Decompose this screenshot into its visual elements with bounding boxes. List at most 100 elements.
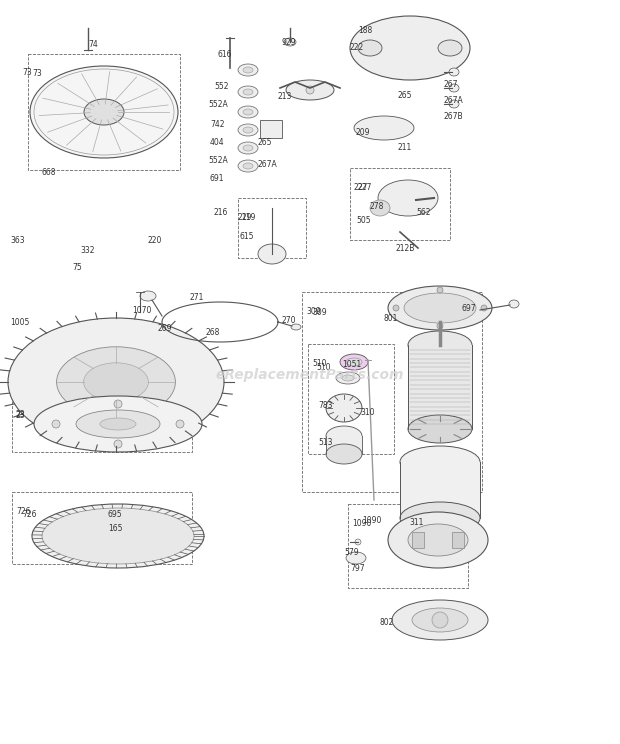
- Ellipse shape: [76, 410, 160, 438]
- Text: 278: 278: [370, 202, 384, 211]
- Ellipse shape: [449, 68, 459, 76]
- Text: 695: 695: [108, 510, 123, 519]
- Text: 802: 802: [380, 618, 394, 627]
- Bar: [12, 492, 192, 564]
- Circle shape: [355, 539, 361, 545]
- Text: 615: 615: [240, 232, 254, 241]
- Ellipse shape: [392, 600, 488, 640]
- Text: 309: 309: [306, 307, 321, 316]
- Ellipse shape: [412, 608, 468, 632]
- Ellipse shape: [449, 100, 459, 108]
- Ellipse shape: [34, 396, 202, 452]
- Bar: [28, 54, 180, 170]
- Text: 23: 23: [16, 411, 25, 420]
- Circle shape: [114, 400, 122, 408]
- Text: 691: 691: [210, 174, 224, 183]
- Text: 73: 73: [32, 69, 42, 78]
- Circle shape: [176, 420, 184, 428]
- Text: 267B: 267B: [443, 112, 463, 121]
- Ellipse shape: [388, 286, 492, 330]
- Bar: [400, 462, 480, 518]
- Ellipse shape: [238, 124, 258, 136]
- Bar: [308, 344, 394, 454]
- Circle shape: [52, 420, 60, 428]
- Text: 697: 697: [462, 304, 477, 313]
- Bar: [12, 396, 192, 452]
- Text: 188: 188: [358, 26, 372, 35]
- Text: 75: 75: [72, 263, 82, 272]
- Bar: [260, 120, 282, 138]
- Text: 271: 271: [190, 293, 205, 302]
- Text: 742: 742: [210, 120, 224, 129]
- Text: 404: 404: [210, 138, 224, 147]
- Ellipse shape: [408, 331, 472, 359]
- Ellipse shape: [342, 375, 354, 381]
- Text: 726: 726: [22, 510, 37, 519]
- Ellipse shape: [408, 524, 468, 556]
- Text: 311: 311: [409, 518, 423, 527]
- Ellipse shape: [84, 99, 124, 125]
- Text: 1090: 1090: [362, 516, 381, 525]
- Ellipse shape: [100, 418, 136, 430]
- Text: 310: 310: [360, 408, 374, 417]
- Text: 510: 510: [316, 363, 330, 372]
- Ellipse shape: [354, 116, 414, 140]
- Ellipse shape: [243, 145, 253, 151]
- Text: 1090: 1090: [352, 519, 371, 528]
- Ellipse shape: [238, 86, 258, 98]
- Text: 267: 267: [443, 80, 458, 89]
- Bar: [452, 532, 464, 548]
- Text: 579: 579: [344, 548, 358, 557]
- Ellipse shape: [326, 394, 362, 422]
- Text: 801: 801: [384, 314, 399, 323]
- Text: 219: 219: [238, 213, 252, 222]
- Text: 668: 668: [42, 168, 56, 177]
- Ellipse shape: [408, 415, 472, 443]
- Circle shape: [437, 287, 443, 293]
- Text: 265: 265: [258, 138, 273, 147]
- Ellipse shape: [438, 40, 462, 56]
- Text: 216: 216: [214, 208, 228, 217]
- Ellipse shape: [243, 67, 253, 73]
- Circle shape: [393, 305, 399, 311]
- Ellipse shape: [284, 38, 296, 46]
- Ellipse shape: [140, 291, 156, 301]
- Ellipse shape: [346, 552, 366, 564]
- Text: 265: 265: [398, 91, 412, 100]
- Text: 1070: 1070: [132, 306, 151, 315]
- Text: 212B: 212B: [396, 244, 415, 253]
- Text: 510: 510: [312, 359, 327, 368]
- Text: 929: 929: [282, 38, 296, 47]
- Circle shape: [306, 86, 314, 94]
- Bar: [348, 504, 468, 588]
- Ellipse shape: [326, 426, 362, 446]
- Ellipse shape: [340, 354, 368, 370]
- Text: 562: 562: [416, 208, 430, 217]
- Text: 74: 74: [88, 40, 98, 49]
- Text: 219: 219: [242, 213, 257, 222]
- Text: 270: 270: [282, 316, 296, 325]
- Bar: [412, 532, 424, 548]
- Bar: [238, 198, 306, 258]
- Bar: [408, 345, 472, 429]
- Circle shape: [432, 612, 448, 628]
- Ellipse shape: [84, 363, 148, 401]
- Bar: [350, 168, 450, 240]
- Text: 269: 269: [158, 324, 172, 333]
- Ellipse shape: [346, 358, 362, 366]
- Text: 616: 616: [218, 50, 232, 59]
- Text: 332: 332: [80, 246, 94, 255]
- Text: 227: 227: [354, 183, 368, 192]
- Text: 363: 363: [10, 236, 25, 245]
- Text: 783: 783: [318, 401, 332, 410]
- Text: 73: 73: [22, 68, 32, 77]
- Text: 552A: 552A: [208, 100, 228, 109]
- Text: 227: 227: [358, 183, 373, 192]
- Text: 267A: 267A: [443, 96, 463, 105]
- Text: 1051: 1051: [342, 360, 361, 369]
- Text: eReplacementParts.com: eReplacementParts.com: [216, 368, 404, 382]
- Text: 1005: 1005: [10, 318, 29, 327]
- Text: 726: 726: [16, 507, 30, 516]
- Ellipse shape: [243, 127, 253, 133]
- Ellipse shape: [388, 512, 488, 568]
